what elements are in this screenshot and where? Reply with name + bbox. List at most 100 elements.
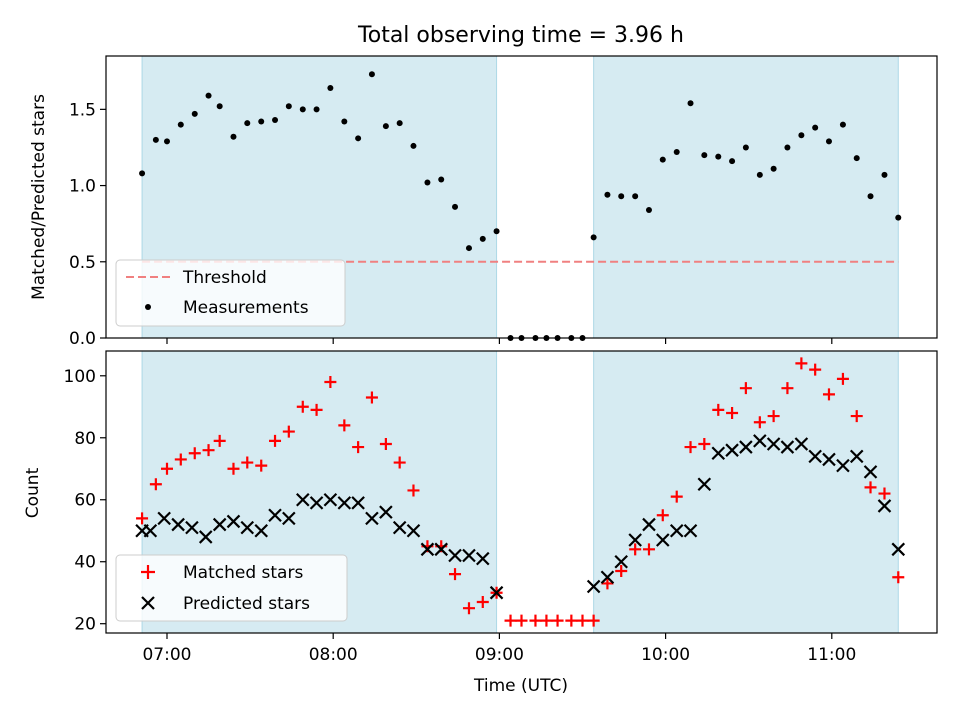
measurement-point	[729, 158, 736, 165]
measurement-point	[895, 214, 902, 221]
matched-star-point	[551, 614, 564, 627]
predicted-star-point	[863, 465, 878, 479]
count-y-axis-label: Count	[23, 467, 43, 518]
predicted-star-point	[753, 434, 767, 448]
ratio-y-axis-label: Matched/Predicted stars	[29, 94, 49, 300]
measurement-point	[604, 191, 611, 198]
matched-star-point	[698, 437, 711, 450]
predicted-star-point	[725, 443, 739, 457]
matched-star-point	[296, 400, 309, 413]
measurement-point	[424, 179, 431, 186]
predicted-star-point	[669, 523, 684, 538]
predicted-star-point	[600, 570, 615, 584]
measurement-point	[382, 123, 389, 130]
measurements-legend-swatch	[145, 304, 151, 310]
measurement-point	[152, 136, 159, 143]
measurement-point	[493, 228, 500, 235]
matched-star-point	[149, 478, 162, 491]
matched-star-point	[255, 459, 268, 472]
matched-star-point	[892, 571, 905, 584]
matched-star-point	[202, 444, 215, 457]
matched-star-point	[878, 487, 891, 500]
predicted-star-point	[420, 542, 435, 557]
predicted-star-point	[323, 492, 338, 507]
predicted-stars-legend-swatch	[141, 596, 155, 610]
predicted-star-point	[434, 542, 449, 557]
matched-star-point	[407, 484, 420, 497]
predicted-star-point	[282, 511, 296, 526]
matched-stars-legend-label: Matched stars	[183, 563, 303, 583]
measurement-point	[798, 132, 805, 139]
predicted-star-point	[171, 517, 185, 532]
predicted-star-point	[212, 517, 227, 532]
matched-star-point	[504, 614, 517, 627]
matched-star-point	[656, 509, 669, 522]
predicted-star-point	[185, 520, 199, 535]
measurement-point	[244, 120, 251, 127]
matched-star-point	[753, 416, 766, 429]
measurement-point	[715, 153, 722, 160]
predicted-star-point	[586, 579, 601, 594]
count-panel: 20 40 60 80 100 07:00 08:00 09:00 10:00 11:00 Co…	[23, 350, 938, 696]
matched-star-point	[136, 512, 149, 525]
ratio-x-ticks	[166, 338, 833, 344]
matched-star-point	[712, 403, 725, 416]
predicted-star-point	[268, 508, 282, 523]
matched-star-point	[739, 382, 752, 395]
count-x-ticks: 07:00 08:00 09:00 10:00 11:00	[142, 633, 856, 665]
measurement-point	[881, 171, 888, 178]
measurement-point	[327, 85, 334, 92]
measurement-point	[139, 170, 146, 177]
predicted-star-point	[489, 585, 504, 600]
predicted-star-point	[157, 511, 171, 526]
predicted-star-point	[766, 437, 781, 451]
predicted-star-point	[254, 523, 269, 538]
matched-star-point	[282, 425, 295, 438]
predicted-star-point	[351, 496, 365, 510]
measurement-point	[355, 135, 362, 142]
matched-star-point	[338, 419, 351, 432]
matched-star-point	[822, 388, 835, 401]
matched-star-point	[615, 565, 628, 578]
ratio-legend: Threshold Measurements	[115, 259, 346, 327]
ratio-panel-frame	[105, 55, 938, 339]
measurement-point	[742, 144, 749, 151]
measurement-point	[272, 117, 279, 124]
measurement-point	[299, 106, 306, 113]
y-tick-label: 40	[74, 553, 96, 573]
predicted-star-point	[822, 452, 836, 467]
predicted-star-point	[808, 449, 822, 464]
measurement-point	[784, 144, 791, 151]
matched-star-point	[241, 456, 254, 469]
y-tick-label: 60	[74, 491, 96, 511]
measurement-point	[205, 92, 212, 99]
measurement-point	[396, 120, 403, 127]
measurement-point	[479, 235, 486, 242]
measurement-point	[673, 149, 680, 156]
y-tick-label: 1.5	[69, 100, 96, 120]
y-tick-label: 0.0	[69, 329, 96, 349]
matched-star-point	[670, 490, 683, 503]
measurement-point	[438, 176, 445, 183]
matched-star-point	[629, 543, 642, 556]
measurement-point	[659, 156, 666, 163]
x-tick-label: 08:00	[309, 645, 358, 665]
measurement-point	[341, 118, 348, 125]
predicted-star-point	[462, 548, 476, 563]
matched-star-point	[850, 410, 863, 423]
y-tick-label: 100	[64, 367, 96, 387]
matched-star-point	[767, 410, 780, 423]
matched-star-point	[864, 481, 877, 494]
matched-stars-points	[136, 357, 905, 627]
measurement-point	[770, 165, 777, 172]
count-legend-box	[115, 554, 348, 622]
measurement-point	[839, 121, 846, 128]
measurement-point	[191, 110, 198, 117]
ratio-legend-box	[115, 259, 346, 327]
predicted-star-point	[836, 458, 850, 473]
matched-star-point	[795, 357, 808, 370]
matched-star-point	[529, 614, 542, 627]
measurement-point	[701, 152, 708, 159]
matched-star-point	[540, 614, 553, 627]
